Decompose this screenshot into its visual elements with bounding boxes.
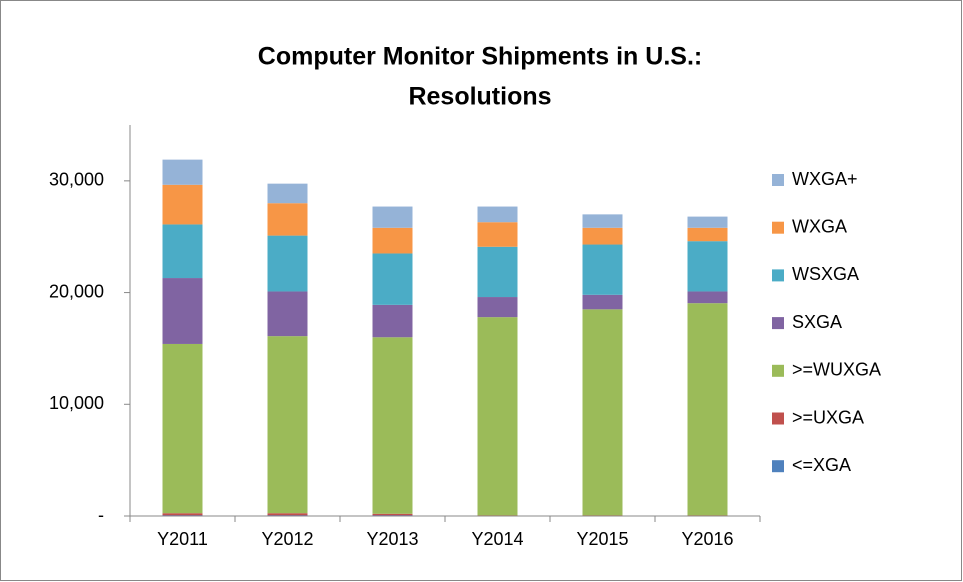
bar-segment xyxy=(162,224,203,279)
bar-segment xyxy=(267,515,308,516)
bar-segment xyxy=(372,227,413,254)
bar-segment xyxy=(162,513,203,516)
bar-segment xyxy=(162,278,203,344)
legend-swatch xyxy=(772,221,784,234)
bar-segment xyxy=(372,513,413,516)
legend-label: >=UXGA xyxy=(792,407,864,427)
bar-segment xyxy=(372,515,413,516)
bar-segment xyxy=(687,241,728,292)
bar-segment xyxy=(477,317,518,516)
bar-segment xyxy=(267,291,308,337)
chart-title: Resolutions xyxy=(408,83,551,111)
bar-segment xyxy=(687,227,728,242)
legend-label: WSXGA xyxy=(792,264,859,284)
y-tick-label: 30,000 xyxy=(49,170,104,190)
x-tick-label: Y2011 xyxy=(157,529,208,549)
chart-title: Computer Monitor Shipments in U.S.: xyxy=(258,43,702,71)
bar-segment xyxy=(267,183,308,204)
bar-segment xyxy=(267,203,308,236)
legend-swatch xyxy=(772,174,784,186)
bar-segment xyxy=(267,513,308,516)
bar-segment xyxy=(582,214,623,228)
y-tick-label: - xyxy=(98,505,104,525)
legend-label: WXGA xyxy=(792,216,847,236)
bar-segment xyxy=(162,343,203,514)
legend-label: SXGA xyxy=(792,312,842,332)
x-tick-label: Y2013 xyxy=(366,529,418,549)
x-tick-label: Y2014 xyxy=(471,529,523,549)
bar-segment xyxy=(687,303,728,516)
bar-segment xyxy=(162,184,203,225)
legend-label: >=WUXGA xyxy=(792,360,881,380)
legend-swatch xyxy=(772,412,784,425)
bar-segment xyxy=(477,222,518,247)
legend-swatch xyxy=(772,317,784,330)
bar-segment xyxy=(372,337,413,514)
x-tick-label: Y2016 xyxy=(681,529,733,549)
bar-segment xyxy=(477,297,518,318)
legend-swatch xyxy=(772,460,784,473)
bar-segment xyxy=(162,515,203,516)
legend-swatch xyxy=(772,269,784,282)
bar-segment xyxy=(372,206,413,228)
bar-segment xyxy=(477,246,518,298)
bar-segment xyxy=(582,294,623,310)
y-tick-label: 10,000 xyxy=(49,393,104,413)
bar-segment xyxy=(582,244,623,295)
bar-segment xyxy=(687,291,728,304)
legend-label: <=XGA xyxy=(792,455,851,475)
bar-segment xyxy=(162,159,203,185)
bar-segment xyxy=(477,206,518,223)
legend-label: WXGA+ xyxy=(792,169,858,189)
x-tick-label: Y2015 xyxy=(576,529,628,549)
bar-segment xyxy=(267,235,308,292)
bar-segment xyxy=(372,304,413,338)
bar-segment xyxy=(687,216,728,228)
x-tick-label: Y2012 xyxy=(261,529,313,549)
bar-segment xyxy=(267,336,308,514)
legend-swatch xyxy=(772,364,784,377)
bar-segment xyxy=(582,309,623,516)
y-tick-label: 20,000 xyxy=(49,281,104,301)
bar-segment xyxy=(582,227,623,245)
bar-segment xyxy=(372,253,413,305)
